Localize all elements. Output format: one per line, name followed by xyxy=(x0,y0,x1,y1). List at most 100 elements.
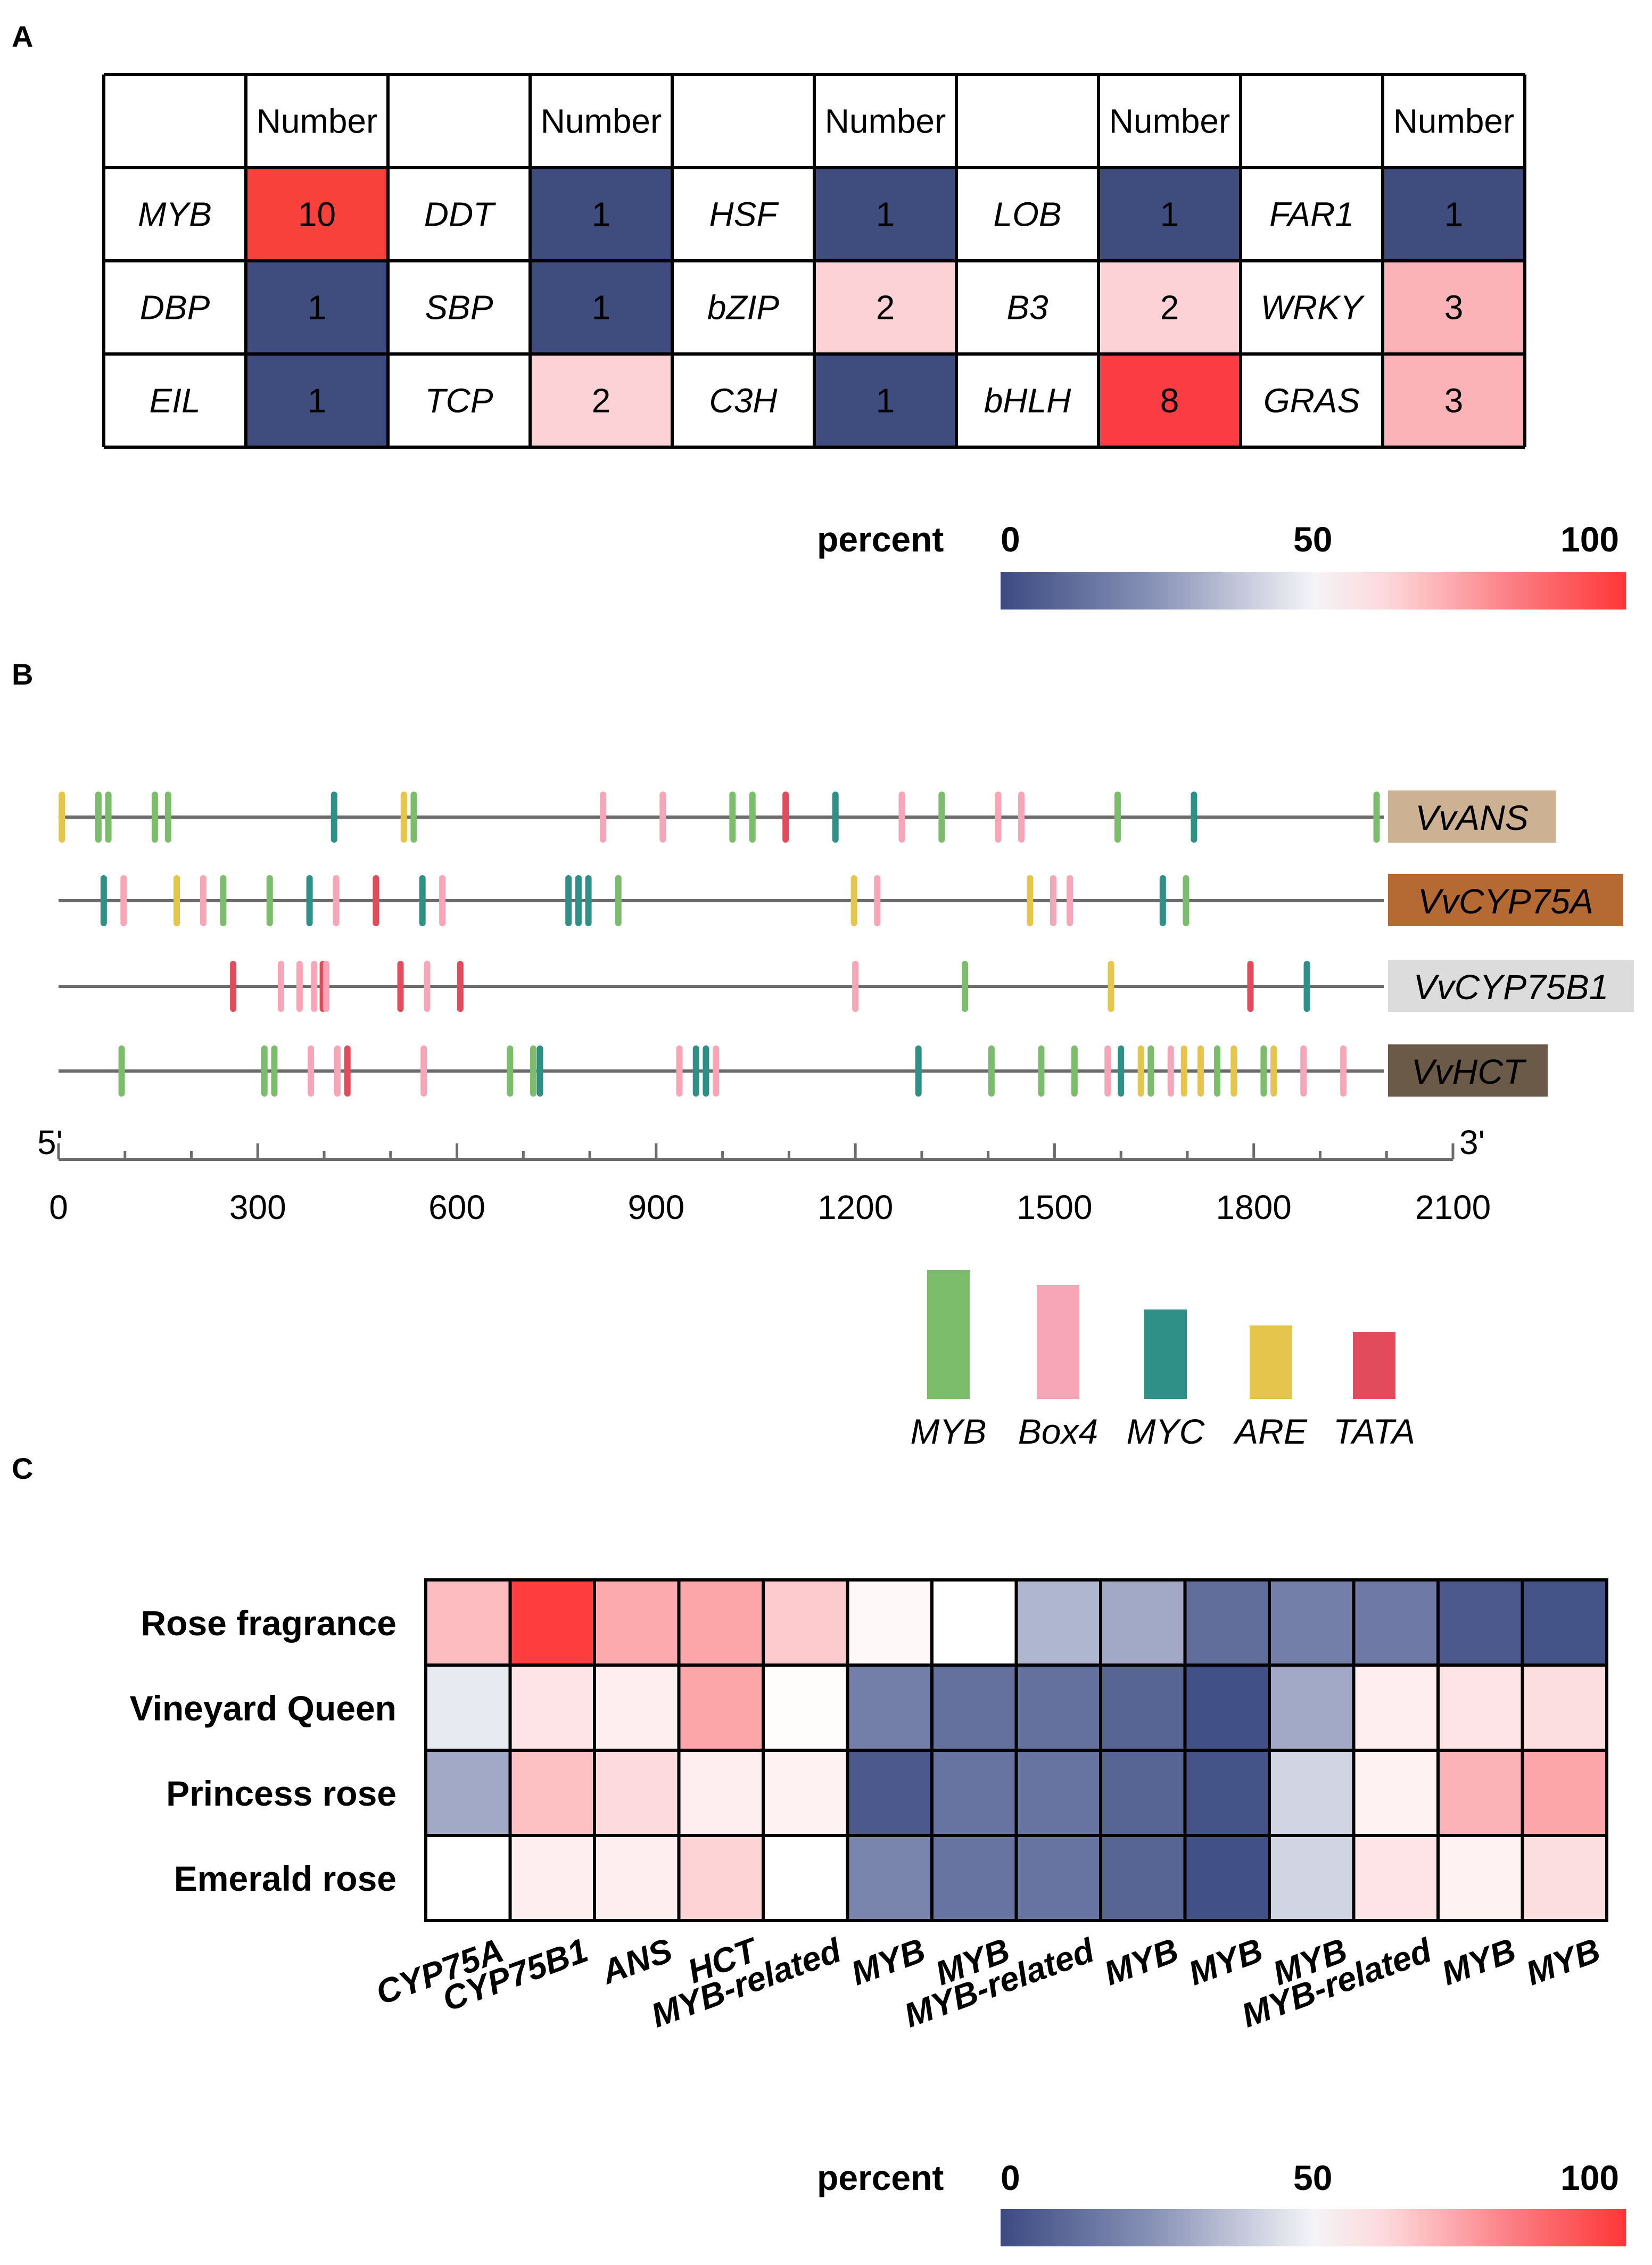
heatmap-cell xyxy=(846,1663,934,1752)
heatmap-column-label: MYB xyxy=(1521,1931,1605,1992)
tf-name-cell xyxy=(956,168,1098,261)
tf-count-cell xyxy=(1383,354,1525,447)
axis-tick-label: 1500 xyxy=(1017,1188,1092,1226)
tf-count-value: 8 xyxy=(1160,382,1179,420)
element-box4-mark xyxy=(659,792,666,843)
tf-name-cell xyxy=(104,168,246,261)
element-myb-mark xyxy=(988,1045,995,1097)
expression-heatmap: Rose fragrance Vineyard Queen Princess ros… xyxy=(130,1578,1608,2035)
element-are-mark xyxy=(400,792,407,843)
element-myb-mark xyxy=(271,1045,278,1097)
tf-name: LOB xyxy=(993,195,1061,234)
element-myc-mark xyxy=(915,1045,922,1097)
heatmap-cell xyxy=(762,1834,849,1922)
gene-label-box xyxy=(1388,790,1556,843)
element-myb-mark xyxy=(1183,875,1190,926)
tf-name: FAR1 xyxy=(1269,195,1354,234)
legend-tata-label: TATA xyxy=(1333,1412,1415,1451)
header-number-label: Number xyxy=(257,102,378,141)
tf-name: C3H xyxy=(709,382,778,420)
tf-name-cell xyxy=(1241,168,1383,261)
tf-name-cell xyxy=(672,261,814,354)
heatmap-cell xyxy=(1014,1834,1102,1922)
element-are-mark xyxy=(174,875,180,926)
tf-name: DBP xyxy=(140,289,210,327)
three-prime-label: 3' xyxy=(1459,1123,1485,1162)
tf-count-value: 1 xyxy=(592,195,611,234)
heatmap-cell xyxy=(1183,1834,1271,1922)
colorbar-a-gradient xyxy=(1001,572,1626,610)
colorbar-c-gradient xyxy=(1001,2209,1626,2246)
heatmap-cell xyxy=(1268,1663,1356,1752)
header-number-label: Number xyxy=(825,102,946,141)
heatmap-column-label: MYB xyxy=(1099,1931,1183,1992)
element-myb-mark xyxy=(729,792,736,843)
heatmap-cell xyxy=(1183,1749,1271,1837)
element-myb-mark xyxy=(1038,1045,1045,1097)
element-myc-mark xyxy=(100,875,107,926)
element-box4-mark xyxy=(713,1045,720,1097)
tf-name-cell xyxy=(388,168,530,261)
legend-myb-swatch xyxy=(927,1270,970,1399)
heatmap-cell xyxy=(1099,1578,1187,1667)
colorbar-c-tick-0: 0 xyxy=(1001,2158,1020,2197)
element-box4-mark xyxy=(308,1045,315,1097)
tf-count-value: 1 xyxy=(1160,195,1179,234)
element-are-mark xyxy=(1108,961,1114,1012)
panel-label-a: A xyxy=(12,20,34,53)
element-myb-mark xyxy=(118,1045,125,1097)
heatmap-cell xyxy=(1521,1578,1608,1667)
heatmap-cell xyxy=(762,1578,849,1667)
element-tata-mark xyxy=(230,961,237,1012)
heatmap-row-label: Emerald rose xyxy=(174,1859,397,1898)
element-tata-mark xyxy=(457,961,464,1012)
heatmap-cell xyxy=(508,1578,596,1667)
heatmap-cell xyxy=(1521,1834,1608,1922)
element-myb-mark xyxy=(1114,792,1121,843)
axis-tick-label: 1800 xyxy=(1216,1188,1292,1226)
heatmap-cell xyxy=(1099,1749,1187,1837)
heatmap-row-label: Princess rose xyxy=(166,1774,397,1813)
heatmap-cell xyxy=(846,1749,934,1837)
colorbar-a-tick-0: 0 xyxy=(1001,520,1020,559)
heatmap-cell xyxy=(508,1663,596,1752)
element-myc-mark xyxy=(306,875,313,926)
tf-count-value: 1 xyxy=(308,289,327,327)
tf-count-value: 2 xyxy=(592,382,611,420)
tf-name: bZIP xyxy=(707,289,779,327)
element-are-mark xyxy=(59,792,65,843)
colorbar-c-tick-100: 100 xyxy=(1560,2158,1620,2197)
tf-name: B3 xyxy=(1006,289,1048,327)
legend-are-label: ARE xyxy=(1233,1412,1308,1451)
element-myb-mark xyxy=(1214,1045,1221,1097)
heatmap-cell xyxy=(762,1749,849,1837)
element-box4-mark xyxy=(424,961,431,1012)
heatmap-cell xyxy=(1014,1578,1102,1667)
element-box4-mark xyxy=(600,792,607,843)
heatmap-cell xyxy=(1352,1749,1440,1837)
header-number-cell xyxy=(1098,75,1241,168)
legend-box4-swatch xyxy=(1037,1285,1079,1399)
element-box4-mark xyxy=(852,961,859,1012)
legend-myb-label: MYB xyxy=(910,1412,986,1451)
axis-tick-label: 2100 xyxy=(1415,1188,1491,1226)
legend-are-swatch xyxy=(1250,1325,1292,1399)
colorbar-c-title: percent xyxy=(817,2158,944,2197)
header-number-cell xyxy=(530,75,672,168)
element-box4-mark xyxy=(120,875,127,926)
heatmap-cell xyxy=(593,1578,681,1667)
element-tata-mark xyxy=(344,1045,351,1097)
tf-count-value: 1 xyxy=(1444,195,1464,234)
gene-label-box xyxy=(1388,960,1634,1012)
element-are-mark xyxy=(1180,1045,1187,1097)
element-myb-mark xyxy=(1373,792,1380,843)
heatmap-cell xyxy=(1099,1663,1187,1752)
element-myb-mark xyxy=(1147,1045,1154,1097)
element-myc-mark xyxy=(692,1045,699,1097)
element-box4-mark xyxy=(1050,875,1056,926)
heatmap-cell xyxy=(1352,1834,1440,1922)
header-blank-cell xyxy=(1241,75,1383,168)
tf-name-cell xyxy=(388,261,530,354)
heatmap-cell xyxy=(508,1834,596,1922)
heatmap-cell xyxy=(1352,1578,1440,1667)
